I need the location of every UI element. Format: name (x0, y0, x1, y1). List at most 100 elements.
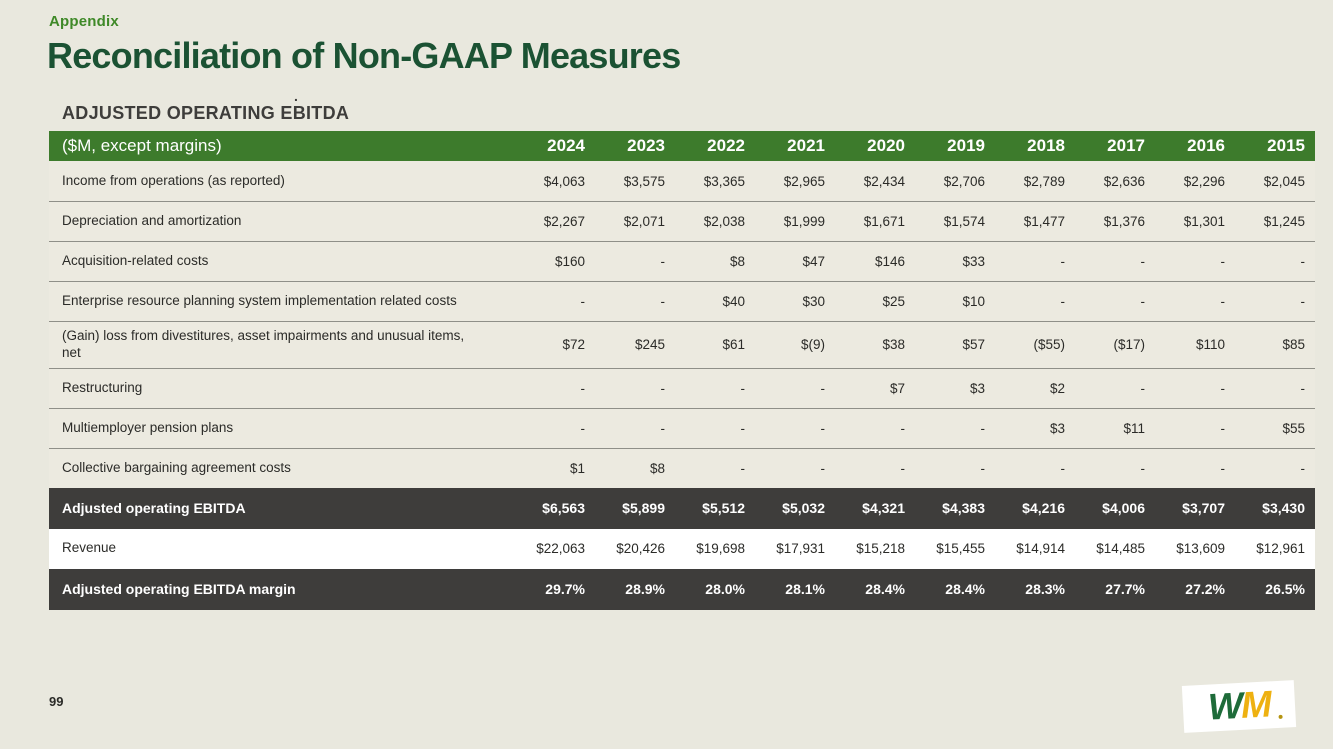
row-label: Depreciation and amortization (62, 213, 242, 229)
year-header-2021: 2021 (787, 136, 825, 155)
row-value: - (820, 460, 826, 476)
table-row: Income from operations (as reported) $4,0… (49, 161, 1315, 201)
row-value: - (1060, 460, 1066, 476)
row-value: $1,671 (863, 214, 905, 229)
row-value: - (980, 460, 986, 476)
row-value: $13,609 (1176, 541, 1225, 557)
row-value: $25 (882, 294, 905, 309)
row-value: $(9) (800, 337, 825, 353)
row-value: $3,575 (623, 173, 665, 189)
row-value: $8 (649, 460, 665, 476)
row-value: - (740, 380, 746, 396)
row-value: $5,512 (702, 500, 745, 517)
row-value: 28.4% (945, 581, 985, 598)
row-value: $3,365 (703, 173, 745, 189)
row-value: $14,914 (1016, 541, 1065, 557)
row-value: $3,707 (1182, 500, 1225, 517)
row-value: - (580, 420, 586, 436)
row-value: 28.4% (865, 581, 905, 598)
row-value: $1,376 (1103, 214, 1145, 229)
row-value: - (1300, 294, 1306, 309)
row-value: - (740, 460, 746, 476)
table-row: Acquisition-related costs $160 - $8 $47 $146 $… (49, 241, 1315, 281)
row-value: - (980, 420, 986, 436)
row-value: $8 (729, 254, 745, 269)
row-value: $3,430 (1262, 500, 1305, 517)
row-value: $2,296 (1183, 173, 1225, 189)
row-value: $47 (802, 254, 825, 269)
row-value: - (900, 460, 906, 476)
table-row: Depreciation and amortization $2,267 $2,07… (49, 201, 1315, 241)
year-header-2015: 2015 (1267, 136, 1305, 155)
row-value: $12,961 (1256, 541, 1305, 557)
row-value: - (1220, 460, 1226, 476)
row-value: - (1300, 460, 1306, 476)
row-value: $38 (882, 337, 905, 353)
row-value: - (900, 420, 906, 436)
year-header-2020: 2020 (867, 136, 905, 155)
row-value: - (660, 254, 666, 269)
row-value: $2,706 (943, 173, 985, 189)
table-row: (Gain) loss from divestitures, asset imp… (49, 321, 1315, 368)
row-value: 27.2% (1185, 581, 1225, 598)
row-value: $2,045 (1263, 173, 1305, 189)
section-heading: ADJUSTED OPERATING EBITDA (62, 103, 350, 123)
row-value: - (1300, 254, 1306, 269)
row-value: $1,245 (1263, 214, 1305, 229)
row-value: 26.5% (1265, 581, 1305, 598)
row-value: - (1220, 254, 1226, 269)
row-value: $7 (889, 380, 905, 396)
row-value: $20,426 (616, 541, 665, 557)
year-header-2022: 2022 (707, 136, 745, 155)
row-value: $4,383 (942, 500, 985, 517)
ebitda-table: ($M, except margins) 2024 2023 2022 2021 202… (49, 131, 1315, 610)
row-value: $3 (969, 380, 985, 396)
table-header-label: ($M, except margins) (62, 136, 222, 155)
table-body: Income from operations (as reported) $4,0… (49, 161, 1315, 610)
table-row: Collective bargaining agreement costs $1 $… (49, 447, 1315, 488)
row-value: $1 (569, 460, 585, 476)
row-value: - (580, 380, 586, 396)
row-value: $2,965 (783, 173, 825, 189)
footnote-mark: . (294, 88, 298, 104)
registered-mark-dot (1278, 714, 1283, 719)
row-value: $55 (1282, 420, 1305, 436)
row-value: $2 (1049, 380, 1065, 396)
row-value: ($17) (1113, 337, 1145, 353)
row-value: - (1140, 254, 1146, 269)
row-value: - (1060, 294, 1066, 309)
row-value: - (660, 294, 666, 309)
row-value: - (740, 420, 746, 436)
row-label: (Gain) loss from divestitures, asset imp… (62, 328, 465, 360)
page-title: Reconciliation of Non-GAAP Measures (47, 35, 681, 76)
row-value: 27.7% (1105, 581, 1145, 598)
year-header-2016: 2016 (1187, 136, 1225, 155)
row-value: $146 (874, 254, 905, 269)
row-label: Restructuring (62, 379, 143, 395)
row-value: $6,563 (542, 500, 585, 517)
table-row: Enterprise resource planning system impl… (49, 281, 1315, 321)
row-value: $1,301 (1183, 214, 1225, 229)
year-header-2023: 2023 (627, 136, 665, 155)
table-row: Restructuring - - - - $7 $3 $2 - - - (49, 367, 1315, 408)
year-header-2018: 2018 (1027, 136, 1065, 155)
row-value: $4,321 (862, 500, 905, 517)
row-value: $2,071 (623, 214, 665, 229)
row-value: $4,006 (1102, 500, 1145, 517)
row-value: $57 (962, 337, 985, 353)
row-label: Adjusted operating EBITDA margin (62, 580, 296, 597)
row-value: $1,477 (1023, 214, 1065, 229)
wm-logo-letter-w: W (1207, 684, 1243, 728)
row-value: - (1220, 380, 1226, 396)
row-value: 28.9% (625, 581, 665, 598)
row-label: Income from operations (as reported) (62, 172, 285, 188)
table-row: Adjusted operating EBITDA $6,563 $5,899 $5,… (49, 487, 1315, 529)
row-value: 29.7% (545, 581, 585, 598)
row-value: $10 (962, 294, 985, 309)
wm-logo-letters: WM (1207, 683, 1271, 728)
row-value: $4,216 (1022, 500, 1065, 517)
row-value: $61 (722, 337, 745, 353)
row-value: $110 (1195, 337, 1225, 353)
row-value: $5,899 (622, 500, 665, 517)
table-header-row: ($M, except margins) 2024 2023 2022 2021 202… (49, 131, 1315, 161)
